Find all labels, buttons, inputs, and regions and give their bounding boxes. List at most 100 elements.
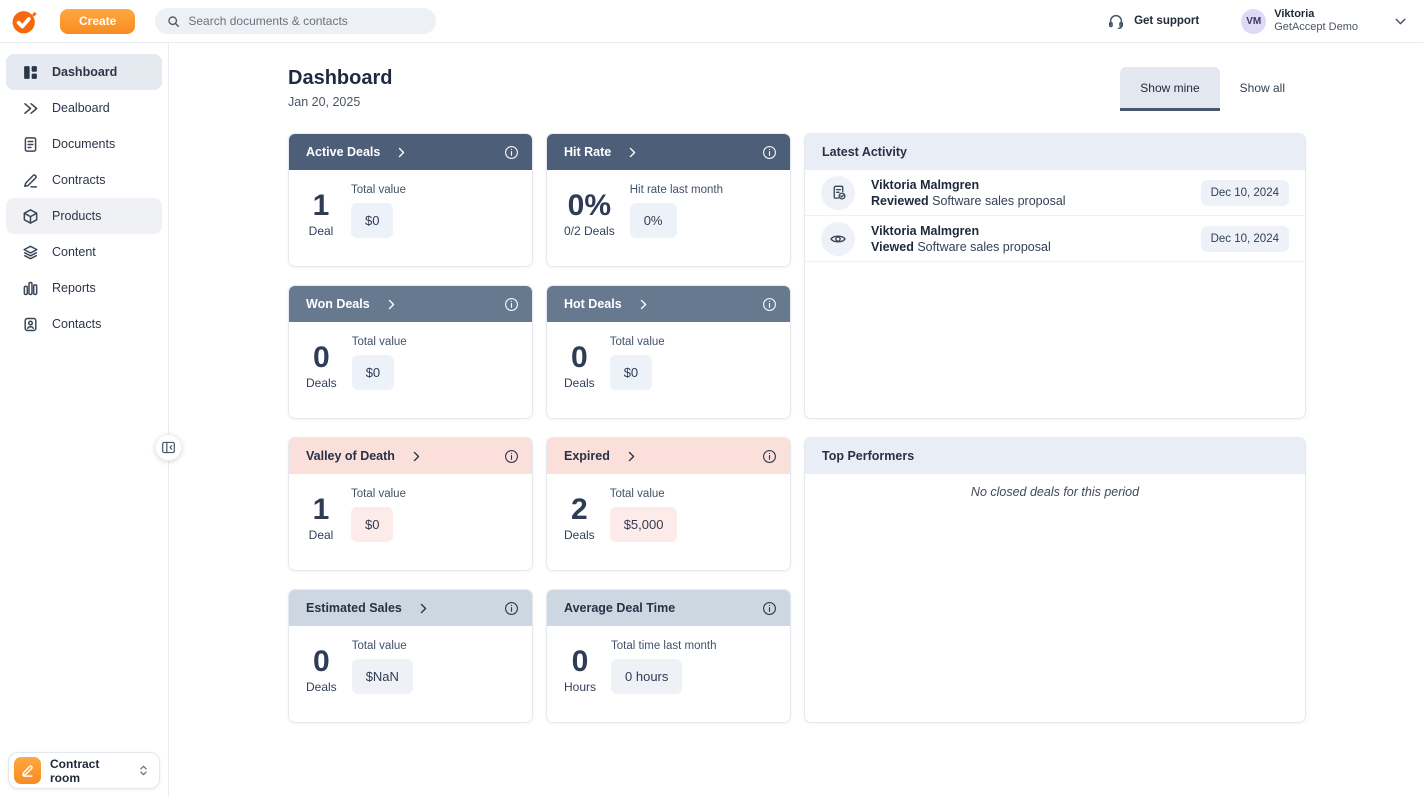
card-active-deals-header[interactable]: Active Deals	[289, 134, 532, 170]
stat-value-label: Total value	[609, 488, 665, 500]
info-icon[interactable]	[504, 297, 519, 312]
activity-description: Reviewed Software sales proposal	[871, 194, 1066, 208]
card-title: Estimated Sales	[306, 601, 402, 615]
card-expired-header[interactable]: Expired	[547, 438, 790, 474]
sidebar-item-label: Dealboard	[52, 101, 110, 115]
pen-icon	[21, 172, 39, 189]
search-icon	[167, 15, 180, 28]
sidebar-item-dashboard[interactable]: Dashboard	[6, 54, 162, 90]
card-active-deals: Active Deals 1 Deal Total value	[288, 133, 533, 267]
page-date: Jan 20, 2025	[288, 95, 361, 109]
chevron-right-icon	[625, 450, 638, 463]
chevron-down-icon[interactable]	[1392, 13, 1409, 30]
tab-show-mine[interactable]: Show mine	[1120, 67, 1220, 111]
info-icon[interactable]	[504, 145, 519, 160]
sidebar-item-label: Reports	[52, 281, 96, 295]
card-expired: Expired 2 Deals Total value $5,	[546, 437, 791, 571]
info-icon[interactable]	[762, 601, 777, 616]
sidebar-item-label: Contacts	[52, 317, 102, 331]
card-top-performers-header: Top Performers	[805, 438, 1305, 474]
activity-date-badge: Dec 10, 2024	[1200, 225, 1289, 252]
card-title: Average Deal Time	[564, 601, 676, 615]
card-estimated-sales: Estimated Sales 0 Deals Total value	[288, 589, 533, 723]
sidebar-collapse-button[interactable]	[155, 434, 182, 461]
activity-row[interactable]: Viktoria Malmgren Viewed Software sales …	[805, 216, 1305, 262]
stat-value: $5,000	[609, 507, 678, 542]
global-search[interactable]	[155, 8, 437, 34]
activity-description: Viewed Software sales proposal	[871, 240, 1051, 254]
stat-count: 0	[313, 340, 330, 374]
stat-value-label: Hit rate last month	[629, 184, 724, 196]
getaccept-logo-icon[interactable]	[11, 8, 38, 35]
stat-count-label: Deal	[308, 224, 334, 239]
card-hit-rate: Hit Rate 0% 0/2 Deals Hit rate last mont…	[546, 133, 791, 267]
info-icon[interactable]	[504, 601, 519, 616]
activity-target: Software sales proposal	[928, 193, 1066, 208]
card-hot-deals: Hot Deals 0 Deals Total value $	[546, 285, 791, 419]
chevron-right-icon	[626, 146, 639, 159]
scope-tabs: Show mine Show all	[1120, 67, 1305, 111]
stat-count-label: Deals	[306, 376, 337, 391]
sidebar-item-reports[interactable]: Reports	[6, 270, 162, 306]
create-button[interactable]: Create	[60, 8, 136, 34]
sidebar-item-content[interactable]: Content	[6, 234, 162, 270]
sidebar-item-label: Documents	[52, 137, 116, 151]
workspace-selector[interactable]: Contract room	[8, 752, 160, 789]
page-title: Dashboard	[288, 67, 393, 89]
eye-icon	[821, 221, 855, 256]
activity-target: Software sales proposal	[913, 239, 1051, 254]
card-top-performers: Top Performers No closed deals for this …	[804, 437, 1306, 723]
stat-count: 0	[571, 644, 589, 678]
stat-value-label: Total value	[351, 184, 406, 196]
info-icon[interactable]	[762, 297, 777, 312]
card-won-deals-header[interactable]: Won Deals	[289, 286, 532, 322]
sidebar-item-documents[interactable]: Documents	[6, 126, 162, 162]
card-valley-of-death-header[interactable]: Valley of Death	[289, 438, 532, 474]
sidebar-item-label: Products	[52, 209, 102, 223]
sidebar-item-label: Contracts	[52, 173, 106, 187]
card-average-deal-time-header[interactable]: Average Deal Time	[547, 590, 790, 626]
sidebar-item-products[interactable]: Products	[6, 198, 162, 234]
user-info[interactable]: Viktoria GetAccept Demo	[1274, 8, 1358, 34]
file-check-icon	[821, 175, 855, 210]
stat-value: $0	[351, 203, 394, 238]
chevron-right-icon	[410, 450, 423, 463]
main-content: Dashboard Jan 20, 2025 Show mine Show al…	[170, 43, 1423, 796]
stat-count: 2	[571, 492, 588, 526]
sidebar-item-dealboard[interactable]: Dealboard	[6, 90, 162, 126]
card-title: Latest Activity	[822, 145, 907, 159]
bar-chart-icon	[21, 280, 39, 297]
search-input[interactable]	[188, 14, 425, 28]
layers-icon	[21, 244, 39, 261]
card-estimated-sales-header[interactable]: Estimated Sales	[289, 590, 532, 626]
activity-user: Viktoria Malmgren	[871, 223, 980, 238]
headset-icon	[1107, 12, 1125, 30]
activity-row[interactable]: Viktoria Malmgren Reviewed Software sale…	[805, 170, 1305, 216]
card-title: Active Deals	[306, 145, 381, 159]
card-average-deal-time: Average Deal Time 0 Hours Total time las…	[546, 589, 791, 723]
stat-count: 0%	[567, 188, 612, 222]
topbar: Create Get support VM Viktoria GetAccept	[0, 0, 1423, 43]
cube-icon	[21, 208, 39, 225]
stat-count-label: Deals	[564, 528, 595, 543]
stat-value: $NaN	[351, 659, 413, 694]
tab-show-all[interactable]: Show all	[1239, 80, 1285, 95]
dashboard-icon	[21, 64, 39, 81]
stat-count-label: 0/2 Deals	[564, 224, 615, 239]
sidebar-item-contacts[interactable]: Contacts	[6, 306, 162, 342]
stat-value: 0 hours	[611, 659, 683, 694]
unfold-icon	[136, 763, 151, 778]
get-support-button[interactable]: Get support	[1107, 12, 1199, 30]
stat-value-label: Total value	[609, 336, 665, 348]
info-icon[interactable]	[504, 449, 519, 464]
info-icon[interactable]	[762, 145, 777, 160]
stat-count-label: Deal	[308, 528, 334, 543]
card-title: Hit Rate	[564, 145, 612, 159]
info-icon[interactable]	[762, 449, 777, 464]
user-name: Viktoria	[1274, 7, 1315, 20]
sidebar-item-contracts[interactable]: Contracts	[6, 162, 162, 198]
card-hot-deals-header[interactable]: Hot Deals	[547, 286, 790, 322]
activity-user: Viktoria Malmgren	[871, 177, 980, 192]
user-avatar[interactable]: VM	[1241, 8, 1267, 34]
card-hit-rate-header[interactable]: Hit Rate	[547, 134, 790, 170]
